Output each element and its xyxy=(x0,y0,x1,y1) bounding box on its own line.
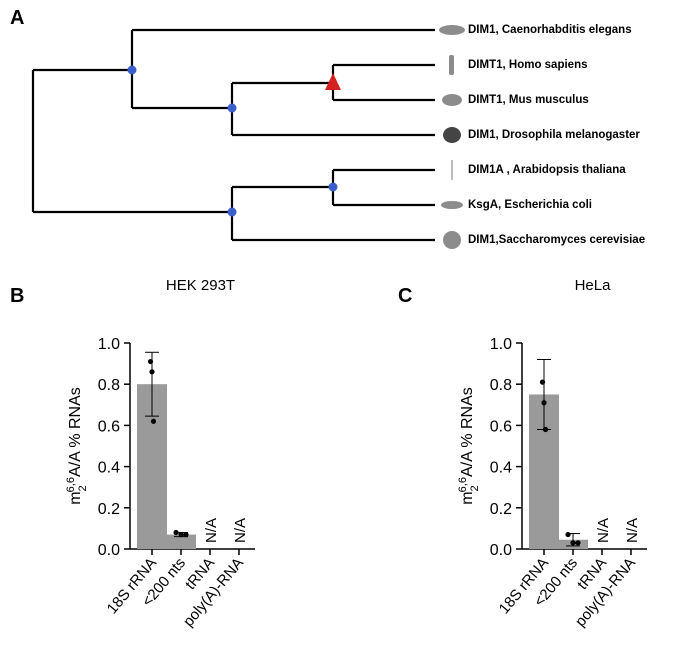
data-point xyxy=(178,531,184,538)
y-tick-label: 1.0 xyxy=(98,336,120,353)
chart-title: HeLa xyxy=(575,277,612,294)
value-label: N/A xyxy=(595,518,612,543)
y-axis-label-part: 6,6 xyxy=(457,477,469,492)
y-axis-label-part: A/A % RNAs xyxy=(459,387,476,477)
y-tick-label: 0.4 xyxy=(98,460,120,477)
y-tick-label: 0.0 xyxy=(490,542,512,559)
icons xyxy=(439,25,465,249)
panel-label: B xyxy=(10,285,24,307)
y-tick-label: 0.4 xyxy=(490,460,512,477)
y-axis-label: m26,6A/A % RNAs xyxy=(65,387,89,505)
y-axis-label-part: 6,6 xyxy=(65,477,77,492)
tree xyxy=(31,28,435,242)
y-axis-label-part: m xyxy=(459,491,476,504)
value-label: N/A xyxy=(203,518,220,543)
y-tick-label: 0.8 xyxy=(490,377,512,394)
leaf-label: KsgA, Escherichia coli xyxy=(468,199,592,211)
leaf-label: DIM1, Drosophila melanogaster xyxy=(468,129,640,141)
value-label: N/A xyxy=(624,518,641,543)
y-axis-label-part: A/A % RNAs xyxy=(67,387,84,477)
y-axis-label-part: 2 xyxy=(469,485,481,491)
data-point xyxy=(539,379,546,385)
data-point xyxy=(173,529,179,536)
y-tick-label: 0.6 xyxy=(98,418,120,435)
bar xyxy=(166,534,196,549)
y-tick-label: 1.0 xyxy=(490,336,512,353)
data-point xyxy=(147,358,154,365)
chart-title: HEK 293T xyxy=(166,277,235,294)
leaf-label: DIM1,Saccharomyces cerevisiae xyxy=(468,234,645,246)
data-point xyxy=(541,400,547,406)
panel-label: A xyxy=(10,7,24,29)
data-point xyxy=(183,531,189,538)
data-point xyxy=(565,531,571,538)
leaf-label: DIM1, Caenorhabditis elegans xyxy=(468,24,632,36)
data-point xyxy=(542,426,549,433)
data-point xyxy=(570,540,576,546)
y-tick-label: 0.2 xyxy=(98,501,120,518)
data-point xyxy=(149,369,155,375)
y-tick-label: 0.0 xyxy=(98,542,120,559)
leaf-label: DIMT1, Mus musculus xyxy=(468,94,589,106)
y-axis-label-part: m xyxy=(67,491,84,504)
leaf-label: DIMT1, Homo sapiens xyxy=(468,59,588,71)
panel-label: C xyxy=(398,285,412,307)
y-tick-label: 0.8 xyxy=(98,377,120,394)
data-point xyxy=(575,540,581,546)
value-label: N/A xyxy=(232,518,249,543)
y-axis-label: m26,6A/A % RNAs xyxy=(457,387,481,505)
y-tick-label: 0.2 xyxy=(490,501,512,518)
y-axis-label-part: 2 xyxy=(77,485,89,491)
leaf-labels: DIM1, Caenorhabditis elegans DIMT1, Homo … xyxy=(468,24,645,246)
data-point xyxy=(150,418,157,424)
leaf-label: DIM1A , Arabidopsis thaliana xyxy=(468,164,626,176)
y-tick-label: 0.6 xyxy=(490,418,512,435)
